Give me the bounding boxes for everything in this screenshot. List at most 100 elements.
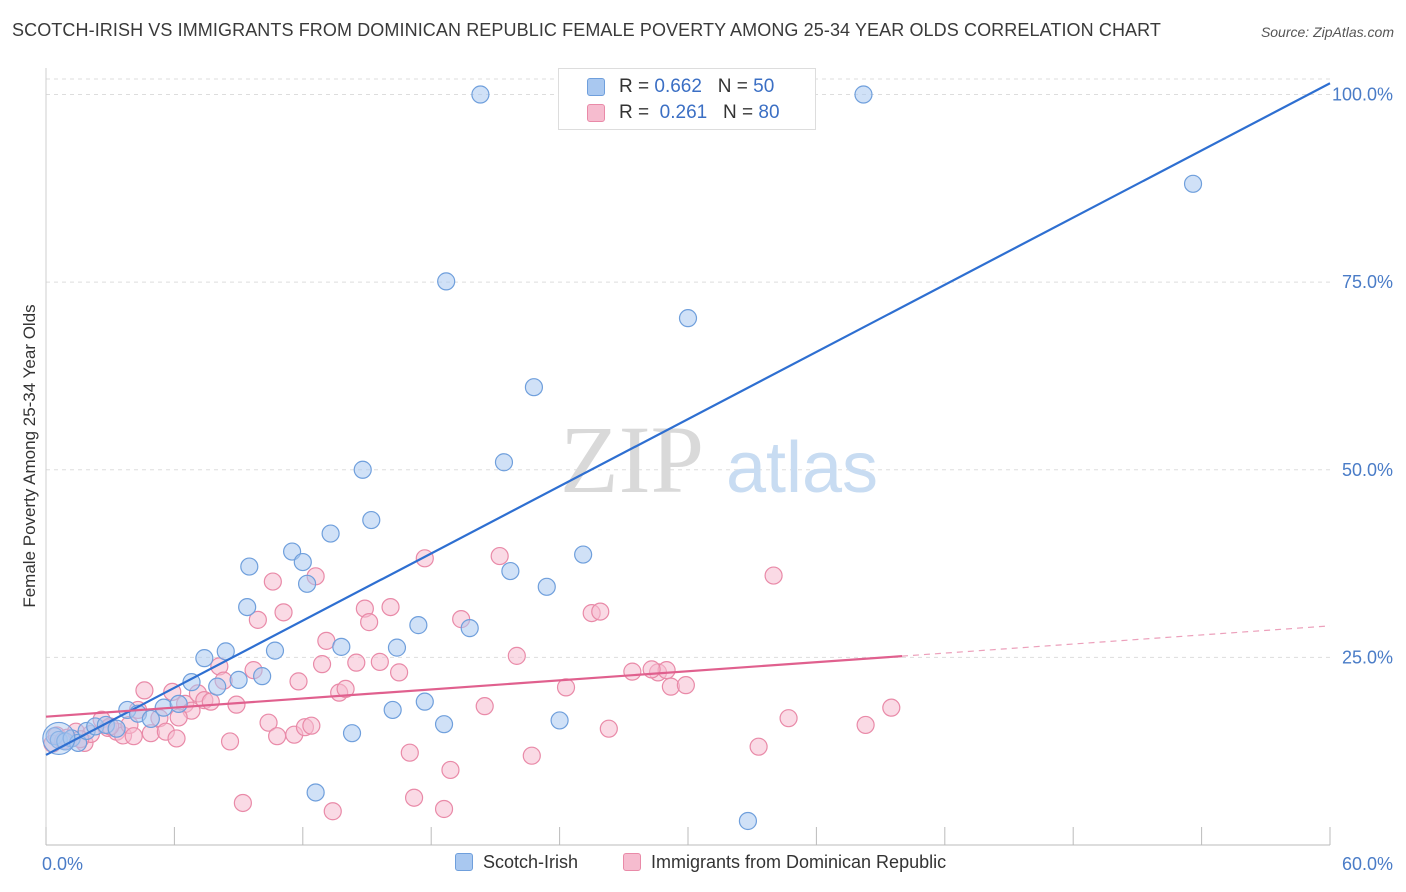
dominican-point [248,610,267,629]
legend-label-scotch-irish: Scotch-Irish [483,852,579,872]
scotch-irish-point [524,378,544,397]
dominican-point [135,681,154,700]
blue-swatch [587,78,605,96]
dominican-point [434,799,454,819]
dominican-point [323,802,342,821]
axis-layer [45,68,1331,846]
dominican-point [599,719,618,738]
watermark: ZIP atlas [560,406,878,513]
chart-title: SCOTCH-IRISH VS IMMIGRANTS FROM DOMINICA… [12,20,1162,40]
scotch-irish-point [854,85,873,104]
dominican-point [661,677,680,696]
scotch-irish-point [409,616,428,635]
dominican-point [390,663,409,682]
scotch-irish-point [678,309,698,328]
legend-item-dominican[interactable]: Immigrants from Dominican Republic [623,852,946,873]
dominican-point [336,679,355,698]
scotch-irish-point [265,641,285,660]
legend-item-scotch-irish[interactable]: Scotch-Irish [455,852,578,873]
grid-layer [46,78,1330,658]
dominican-point [400,743,419,762]
legend-swatch-pink [623,853,641,871]
y-tick-label: 100.0% [1332,85,1393,105]
pink-swatch [587,104,605,122]
dominican-point [441,760,460,780]
stats-text-pink: R = 0.261 N = 80 [619,102,780,123]
dominican-point [749,737,768,756]
scotch-irish-point [437,272,456,291]
dominican-point [522,746,541,765]
scotch-irish-point [141,709,160,729]
scotch-irish-cluster-point [42,721,76,756]
dominican-point [507,646,526,665]
dominican-point [274,603,293,622]
dominican-point [312,655,332,674]
scotch-irish-point [494,453,514,472]
dominican-point [490,546,509,566]
scotch-irish-point [387,638,407,657]
y-tick-label: 25.0% [1342,647,1393,667]
scotch-irish-point [107,719,126,738]
dominican-point [302,716,321,735]
x-tick-label-max: 60.0% [1342,854,1393,874]
dominican-trend-extension [901,625,1331,657]
scotch-irish-point [238,597,257,617]
scotch-irish-point [434,715,454,734]
watermark-atlas: atlas [726,428,878,508]
scotch-irish-point [332,637,351,656]
y-tick-label: 50.0% [1342,460,1393,480]
scotch-irish-point [383,700,402,720]
dominican-point [289,672,308,691]
scotch-irish-point [738,811,758,831]
scotch-irish-point [1183,174,1203,193]
dominican-point [370,652,389,671]
dominican-trend-line [45,655,903,718]
dominican-point [856,715,875,735]
scotch-irish-point [293,552,312,572]
scotch-irish-point [240,557,259,576]
trend-layer [45,82,1331,756]
tick-labels: 25.0% 50.0% 75.0% 100.0% 0.0% 60.0% [42,85,1393,874]
scotch-irish-point [169,694,188,714]
dominican-point [360,613,379,632]
dominican-point [779,709,798,728]
scotch-irish-point [460,619,479,638]
dominican-point [259,713,278,732]
scotch-irish-point [353,460,372,479]
dominican-point [381,597,400,617]
legend-swatch-blue [455,853,473,871]
dominican-point [167,729,186,748]
y-tick-label: 75.0% [1342,272,1393,292]
scotch-irish-point [253,667,272,686]
scotch-irish-point [229,670,248,689]
dominican-point [764,566,783,585]
source-label: Source: ZipAtlas.com [1260,24,1394,40]
dominican-point [882,698,901,717]
scotch-irish-point [537,577,556,596]
dominican-point [556,678,576,697]
dominican-point [676,676,695,695]
stats-text-blue: R = 0.662 N = 50 [619,76,775,97]
dominican-point [233,793,252,813]
dominican-point [415,549,434,568]
x-tick-label-min: 0.0% [42,854,83,874]
scotch-irish-point [415,692,434,711]
dominican-point [347,653,366,672]
scotch-irish-trend-line [45,82,1331,756]
dominican-point [591,602,610,621]
scotch-irish-point [297,574,317,593]
dominican-point [268,727,287,746]
dominican-point [220,732,240,751]
scotch-irish-point [342,724,362,743]
y-axis-label: Female Poverty Among 25-34 Year Olds [20,304,39,608]
dominican-point [404,788,424,807]
dominican-point [124,727,143,746]
scotch-irish-point [501,561,520,581]
dominican-point [263,572,282,591]
scotch-irish-point [195,649,214,668]
scotch-irish-point [306,783,325,802]
stats-legend: R = 0.662 N = 50 R = 0.261 N = 80 [558,68,816,130]
dominican-point [475,697,494,716]
scotch-irish-point [471,85,490,104]
